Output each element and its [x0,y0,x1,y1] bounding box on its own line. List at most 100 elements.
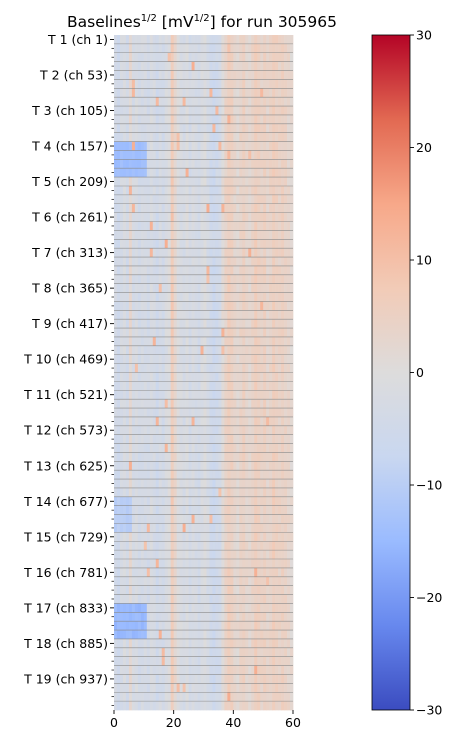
heatmap-cell [260,194,264,205]
heatmap-cell [185,372,189,382]
heatmap-cell [188,372,192,382]
heatmap-cell [167,292,172,302]
heatmap-cell [185,434,189,444]
heatmap-cell [137,621,142,631]
heatmap-cell [203,559,207,569]
heatmap-cell [161,674,166,684]
heatmap-cell [242,434,246,444]
heatmap-cell [254,328,258,338]
heatmap-cell [155,150,160,160]
heatmap-cell [215,88,219,98]
heatmap-cell [137,381,142,391]
heatmap-cell [257,408,261,418]
heatmap-cell [191,301,195,311]
heatmap-cell [212,35,216,45]
heatmap-cell [290,61,294,71]
heatmap-cell [164,283,169,293]
heatmap-cell [275,301,279,311]
heatmap-cell [137,470,142,480]
heatmap-cell [152,257,157,267]
heatmap-cell [272,443,276,453]
heatmap-cell [269,621,273,631]
heatmap-cell [251,61,255,71]
heatmap-cell [158,683,163,693]
heatmap-cell [281,274,285,285]
heatmap-cell [227,372,231,382]
heatmap-cell [239,203,243,213]
heatmap-cell [170,416,175,427]
heatmap-cell [188,257,192,267]
heatmap-cell [200,35,204,45]
heatmap-cell [254,621,258,631]
heatmap-cell [233,79,237,89]
heatmap-cell [224,70,228,80]
heatmap-cell [197,656,201,666]
heatmap-cell [188,310,192,320]
heatmap-cell [224,567,228,578]
heatmap-cell [263,354,267,364]
heatmap-cell [200,621,204,631]
heatmap-cell [146,461,151,471]
heatmap-cell [191,79,195,89]
heatmap-cell [137,399,142,409]
heatmap-cell [263,594,267,604]
heatmap-cell [218,212,222,222]
heatmap-cell [254,532,258,542]
heatmap-cell [275,621,279,631]
heatmap-cell [251,434,255,444]
heatmap-cell [269,434,273,444]
heatmap-cell [239,168,243,178]
heatmap-cell [158,283,163,293]
heatmap-cell [161,683,166,693]
heatmap-cell [209,159,213,169]
heatmap-cell [263,336,267,347]
heatmap-cell [254,301,258,311]
heatmap-cell [128,559,133,569]
heatmap-cell [272,150,276,160]
heatmap-cell [203,683,207,693]
heatmap-cell [221,52,225,62]
heatmap-cell [197,150,201,160]
heatmap-cell [179,461,183,471]
heatmap-cell [179,612,183,622]
heatmap-cell [245,114,249,125]
heatmap-cell [131,461,136,471]
heatmap-cell [272,523,276,533]
heatmap-cell [281,701,285,711]
heatmap-cell [230,630,234,640]
heatmap-cell [182,399,186,409]
heatmap-cell [173,221,177,231]
heatmap-cell [206,559,210,569]
heatmap-cell [266,541,270,551]
heatmap-cell [254,257,258,267]
heatmap-cell [224,656,228,666]
heatmap-cell [161,61,166,71]
heatmap-cell [149,88,154,98]
heatmap-cell [221,603,225,613]
heatmap-cell [143,559,148,569]
heatmap-cell [245,443,249,453]
heatmap-cell [272,452,276,462]
heatmap-cell [239,496,243,507]
heatmap-cell [230,674,234,684]
heatmap-cell [128,567,133,578]
heatmap-cell [122,452,127,462]
heatmap-cell [254,372,258,382]
heatmap-cell [173,541,177,551]
heatmap-cell [221,621,225,631]
heatmap-cell [251,381,255,391]
heatmap-cell [158,114,163,125]
heatmap-cell [182,470,186,480]
heatmap-cell [137,452,142,462]
heatmap-cell [125,114,130,125]
heatmap-cell [269,505,273,515]
heatmap-cell [131,576,136,587]
heatmap-cell [260,35,264,45]
heatmap-cell [248,567,252,578]
heatmap-cell [197,132,201,142]
heatmap-cell [224,88,228,98]
heatmap-cell [146,416,151,427]
heatmap-cell [114,106,118,116]
heatmap-cell [215,345,219,356]
heatmap-cell [152,559,157,569]
